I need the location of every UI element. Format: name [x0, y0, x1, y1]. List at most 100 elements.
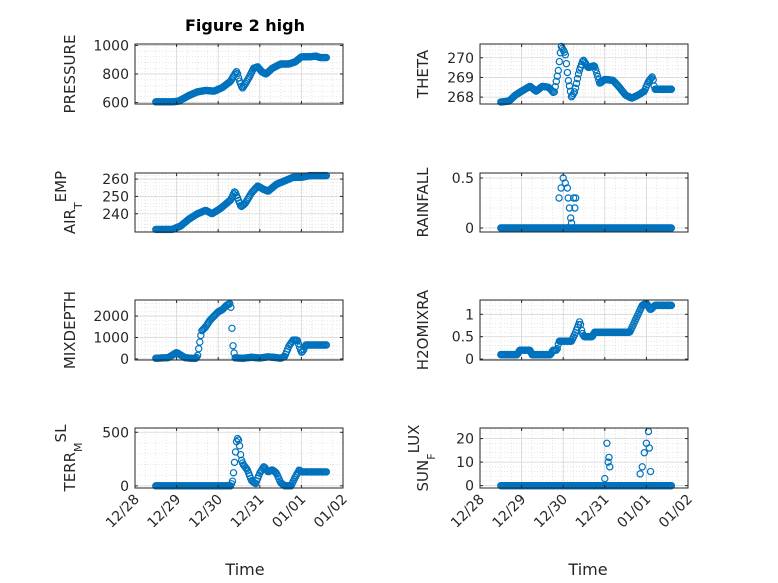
data-point [667, 481, 676, 490]
data-point [552, 77, 561, 86]
data-point [571, 204, 579, 212]
data-point [230, 458, 239, 467]
data-point [229, 342, 237, 350]
data-series [152, 299, 331, 363]
data-point [640, 449, 649, 457]
data-point [565, 204, 574, 212]
data-point [235, 442, 244, 450]
y-tick-label: 10 [456, 455, 474, 471]
y-tick-label: 600 [102, 96, 129, 112]
y-tick-label: 0 [120, 352, 129, 368]
data-point [647, 481, 656, 490]
data-point [571, 194, 580, 202]
data-point [572, 79, 581, 88]
y-tick-label: 0 [465, 352, 474, 368]
axes-box [479, 299, 689, 361]
data-point [554, 66, 563, 75]
y-tick-label: 1 [465, 307, 474, 323]
y-tick-label: 260 [102, 172, 129, 188]
subplot-pressure: 600 800 1000 PRESSURE [61, 35, 344, 114]
subplot-mixdepth: 0 1000 2000 MIXDEPTH [61, 291, 344, 369]
y-axis-label: TERRMSL [52, 424, 85, 493]
y-tick-label: 2000 [93, 309, 129, 325]
y-tick-label: 1000 [93, 38, 129, 54]
axes-box [134, 427, 344, 489]
data-point [227, 303, 235, 312]
axes-box [479, 172, 689, 233]
data-point [590, 62, 599, 71]
y-axis-label: THETA [414, 49, 432, 99]
data-point [638, 463, 646, 471]
data-point [551, 82, 559, 91]
data-point [646, 467, 655, 476]
y-tick-label: 1000 [93, 331, 129, 347]
data-point [233, 70, 242, 78]
y-axis-label: PRESSURE [61, 35, 79, 114]
data-series [497, 427, 676, 490]
data-point [605, 453, 613, 462]
data-point [229, 469, 238, 477]
data-point [565, 82, 574, 90]
data-point [293, 336, 302, 345]
data-point [667, 85, 676, 93]
data-point [233, 434, 242, 443]
y-tick-label: 500 [102, 425, 129, 441]
axes-box [479, 43, 689, 105]
data-point [566, 214, 575, 222]
data-point [636, 470, 644, 478]
data-point [606, 463, 614, 471]
data-point [569, 194, 578, 202]
axes-box [134, 299, 344, 361]
y-tick-label: 0 [120, 479, 129, 495]
data-point [299, 347, 307, 355]
y-tick-label: 250 [102, 189, 129, 205]
data-point [555, 57, 564, 66]
subplot-h2omixra: 0 0.5 1 H2OMIXRA [414, 289, 689, 370]
data-point [294, 340, 303, 348]
data-point [226, 299, 234, 308]
data-point [230, 188, 239, 196]
data-point [576, 321, 585, 329]
axes-box [134, 172, 344, 233]
y-axis-label: H2OMIXRA [414, 289, 432, 370]
data-point [561, 51, 570, 59]
figure-title: Figure 2 high [185, 16, 305, 35]
data-point [667, 224, 676, 232]
data-point [601, 474, 609, 483]
data-point [228, 477, 237, 485]
y-tick-label: 0.5 [452, 171, 474, 187]
data-point [322, 468, 331, 476]
data-point [322, 53, 331, 62]
y-tick-label: 0 [465, 479, 474, 495]
data-point [571, 84, 580, 92]
data-point [272, 468, 280, 477]
subplot-theta: 268 269 270 THETA [414, 42, 689, 106]
data-point [563, 224, 572, 232]
data-series [152, 52, 331, 106]
data-point [604, 458, 612, 466]
axes-box [479, 427, 689, 489]
y-tick-label: 268 [447, 90, 474, 106]
subplot-rainfall: 0 0.5 RAINFALL [414, 167, 689, 238]
y-tick-label: 0.5 [452, 330, 474, 346]
y-axis-label: AIRTEMP [52, 171, 85, 234]
data-point [573, 74, 582, 83]
y-axis-label: RAINFALL [414, 167, 432, 238]
x-axis-label-left: Time [224, 560, 264, 579]
data-point [228, 324, 236, 333]
data-series [497, 42, 676, 106]
data-point [553, 344, 562, 353]
y-tick-label: 269 [447, 70, 474, 86]
data-point [563, 68, 572, 77]
data-point [647, 74, 655, 82]
data-point [564, 76, 573, 85]
data-point [562, 59, 571, 68]
data-point [593, 72, 602, 81]
data-point [567, 219, 576, 227]
data-point [555, 194, 563, 202]
data-series [497, 299, 676, 359]
data-point [592, 69, 601, 77]
y-tick-label: 800 [102, 67, 129, 83]
data-point [564, 194, 572, 202]
